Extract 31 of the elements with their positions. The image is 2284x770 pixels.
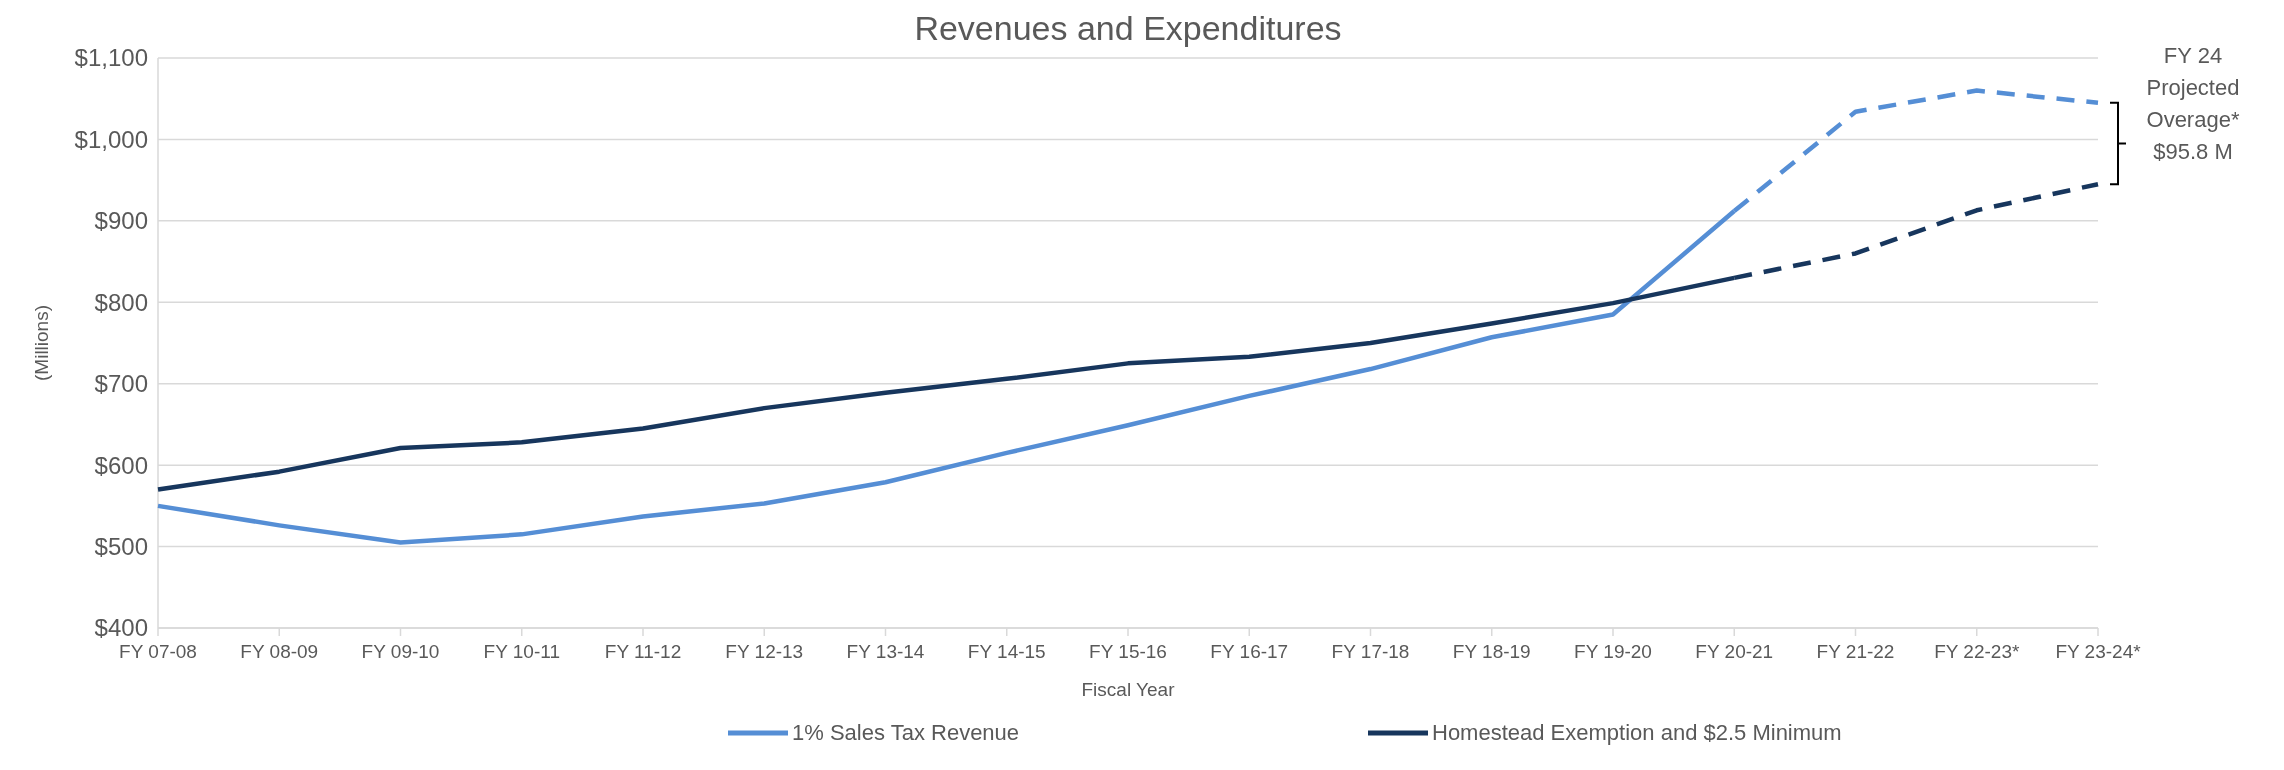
y-tick-label: $1,100 [74, 44, 148, 72]
x-tick-label: FY 22-23* [1934, 641, 2020, 662]
x-tick-label: FY 19-20 [1574, 641, 1652, 662]
x-tick-label: FY 08-09 [240, 641, 319, 662]
x-tick-label: FY 20-21 [1695, 641, 1774, 662]
x-tick-label: FY 10-11 [483, 641, 560, 662]
chart-title: Revenues and Expenditures [914, 9, 1342, 47]
x-tick-label: FY 07-08 [119, 641, 197, 662]
x-tick-label: FY 16-17 [1210, 641, 1289, 662]
legend-label: 1% Sales Tax Revenue [792, 720, 1020, 745]
x-tick-label: FY 14-15 [967, 641, 1046, 662]
x-axis-title: Fiscal Year [1081, 679, 1176, 700]
y-tick-label: $800 [94, 288, 148, 316]
x-tick-label: FY 18-19 [1452, 641, 1531, 662]
y-tick-label: $700 [94, 370, 148, 398]
y-tick-label: $1,000 [74, 125, 148, 153]
text: FY 24 Projected Overage* $95.8 M [2146, 42, 2240, 164]
x-tick-label: FY 09-10 [361, 641, 440, 662]
y-tick-label: $500 [94, 532, 148, 560]
x-tick-label: FY 13-14 [846, 641, 925, 662]
x-tick-label: FY 23-24* [2055, 641, 2142, 662]
x-tick-label: FY 11-12 [604, 641, 682, 662]
y-tick-label: $900 [94, 207, 148, 235]
x-tick-label: FY 12-13 [725, 641, 804, 662]
y-axis-title: (Millions) [31, 305, 52, 381]
x-tick-label: FY 15-16 [1089, 641, 1167, 662]
x-tick-label: FY 17-18 [1331, 641, 1410, 662]
y-tick-label: $400 [94, 614, 148, 642]
x-tick-label: FY 21-22 [1816, 641, 1895, 662]
y-tick-label: $600 [94, 451, 148, 479]
legend-label: Homestead Exemption and $2.5 Minimum [1432, 720, 1842, 745]
